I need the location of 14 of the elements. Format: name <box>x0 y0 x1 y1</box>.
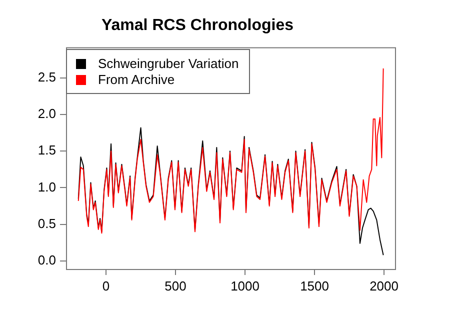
chart-title: Yamal RCS Chronologies <box>101 17 294 34</box>
y-tick-label: 0.5 <box>38 216 56 231</box>
legend-label: Schweingruber Variation <box>98 56 239 72</box>
x-tick-label: 1000 <box>230 278 260 294</box>
legend-label: From Archive <box>98 72 175 88</box>
y-tick-label: 1.5 <box>38 142 56 158</box>
y-tick-label: 0.0 <box>38 252 56 268</box>
x-tick-label: 0 <box>102 278 110 294</box>
x-tick-label: 500 <box>164 278 186 294</box>
x-tick-label: 1500 <box>300 278 329 294</box>
y-tick-label: 2.0 <box>38 106 56 122</box>
x-tick-label: 2000 <box>370 278 398 294</box>
y-tick-label: 1.0 <box>38 179 56 194</box>
y-tick-label: 2.5 <box>38 70 56 85</box>
